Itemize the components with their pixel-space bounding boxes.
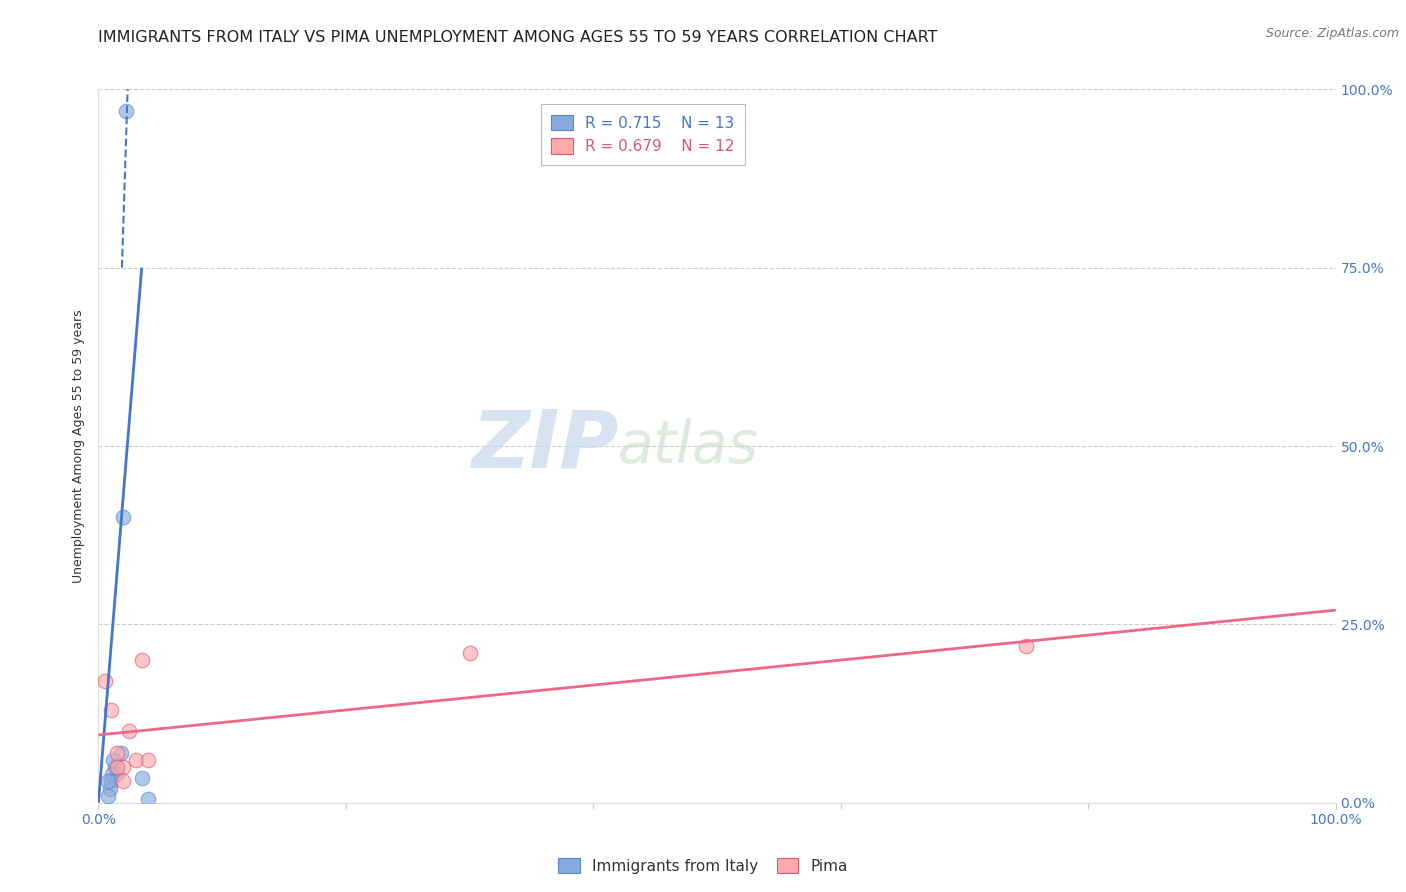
Text: ZIP: ZIP	[471, 407, 619, 485]
Point	[124, 753, 146, 767]
Point	[97, 774, 120, 789]
Point	[103, 760, 125, 774]
Point	[101, 767, 124, 781]
Point	[131, 653, 153, 667]
Point	[112, 774, 135, 789]
Point	[105, 746, 128, 760]
Point	[100, 774, 122, 789]
Legend: Immigrants from Italy, Pima: Immigrants from Italy, Pima	[553, 852, 853, 880]
Text: IMMIGRANTS FROM ITALY VS PIMA UNEMPLOYMENT AMONG AGES 55 TO 59 YEARS CORRELATION: IMMIGRANTS FROM ITALY VS PIMA UNEMPLOYME…	[98, 29, 938, 45]
Point	[118, 724, 141, 739]
Point	[458, 646, 481, 660]
Point	[97, 789, 120, 803]
Point	[112, 760, 135, 774]
Point	[1015, 639, 1038, 653]
Legend: R = 0.715    N = 13, R = 0.679    N = 12: R = 0.715 N = 13, R = 0.679 N = 12	[541, 104, 745, 165]
Y-axis label: Unemployment Among Ages 55 to 59 years: Unemployment Among Ages 55 to 59 years	[72, 310, 86, 582]
Point	[105, 767, 128, 781]
Point	[112, 510, 135, 524]
Point	[103, 753, 125, 767]
Point	[136, 792, 159, 806]
Point	[98, 781, 121, 796]
Point	[114, 103, 136, 118]
Point	[136, 753, 159, 767]
Point	[105, 760, 128, 774]
Point	[93, 674, 115, 689]
Point	[100, 703, 122, 717]
Text: atlas: atlas	[619, 417, 759, 475]
Text: Source: ZipAtlas.com: Source: ZipAtlas.com	[1265, 27, 1399, 40]
Point	[110, 746, 132, 760]
Point	[131, 771, 153, 785]
